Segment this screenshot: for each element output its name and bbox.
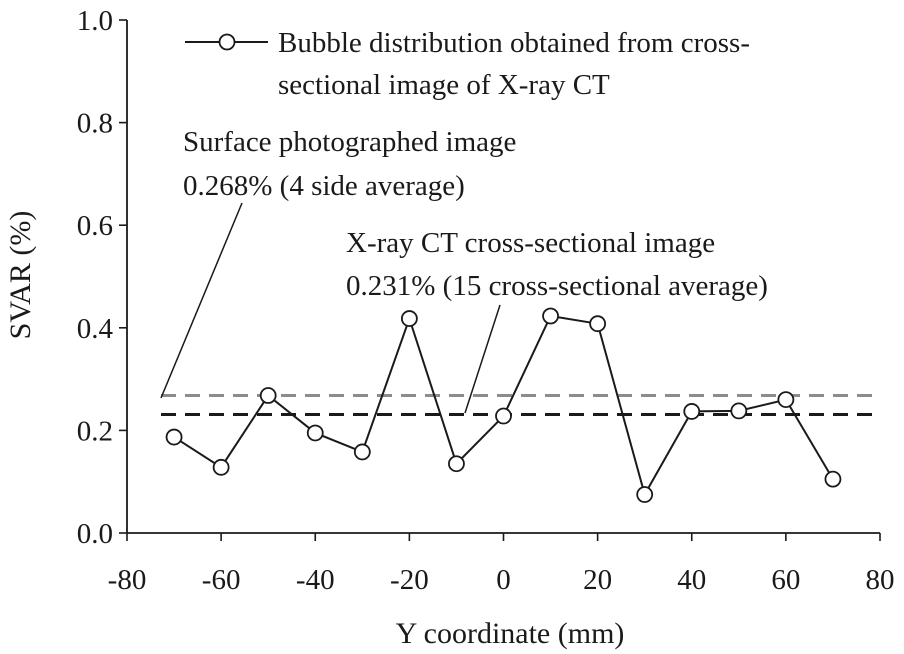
- x-axis-ticks: -80 -60 -40 -20 0 20 40 60 80: [108, 533, 895, 596]
- x-tick-label: 60: [771, 564, 800, 596]
- data-point: [636, 486, 654, 503]
- data-point: [165, 428, 183, 446]
- data-point: [683, 403, 701, 420]
- ct-annotation-line-2: 0.231% (15 cross-sectional average): [346, 270, 768, 302]
- legend-label-line-2: sectional image of X-ray CT: [278, 69, 610, 101]
- y-axis-title: SVAR (%): [4, 211, 37, 340]
- data-point: [448, 455, 465, 473]
- data-point: [495, 407, 512, 425]
- legend-marker-sample: [218, 33, 236, 51]
- x-tick-label: 80: [866, 564, 895, 596]
- ct-annotation-leader: [464, 304, 501, 414]
- data-point: [400, 310, 418, 327]
- surface-annotation-line-1: Surface photographed image: [183, 126, 516, 158]
- surface-annotation-leader: [160, 202, 243, 399]
- x-tick-label: -60: [202, 564, 241, 596]
- data-point: [824, 470, 842, 488]
- data-point: [542, 307, 559, 325]
- x-tick-label: 40: [677, 564, 706, 596]
- legend: Bubble distribution obtained from cross-…: [185, 27, 750, 101]
- y-tick-label: 0.4: [77, 313, 114, 345]
- ct-annotation-line-1: X-ray CT cross-sectional image: [346, 227, 715, 259]
- data-point: [777, 391, 795, 409]
- x-tick-label: 0: [496, 564, 511, 596]
- data-point: [306, 424, 324, 442]
- legend-label-line-1: Bubble distribution obtained from cross-: [278, 27, 750, 59]
- data-point: [730, 402, 748, 420]
- surface-annotation-line-2: 0.268% (4 side average): [183, 170, 465, 202]
- data-point: [589, 315, 607, 333]
- y-axis-ticks: 0.0 0.2 0.4 0.6 0.8 1.0: [77, 5, 127, 550]
- y-tick-label: 1.0: [77, 5, 113, 37]
- x-tick-label: 20: [583, 564, 612, 596]
- data-point: [259, 387, 277, 404]
- y-tick-label: 0.6: [77, 210, 113, 242]
- data-point: [353, 443, 371, 461]
- ct-image-annotation: X-ray CT cross-sectional image 0.231% (1…: [346, 227, 768, 302]
- series-layer: [165, 307, 842, 503]
- surface-image-annotation: Surface photographed image 0.268% (4 sid…: [183, 126, 516, 202]
- x-tick-label: -80: [108, 564, 147, 596]
- y-tick-label: 0.2: [77, 415, 113, 447]
- y-tick-label: 0.0: [77, 518, 113, 550]
- y-tick-label: 0.8: [77, 108, 113, 140]
- x-tick-label: -40: [296, 564, 335, 596]
- data-point: [212, 458, 230, 476]
- x-axis-title: Y coordinate (mm): [396, 617, 625, 650]
- x-tick-label: -20: [390, 564, 429, 596]
